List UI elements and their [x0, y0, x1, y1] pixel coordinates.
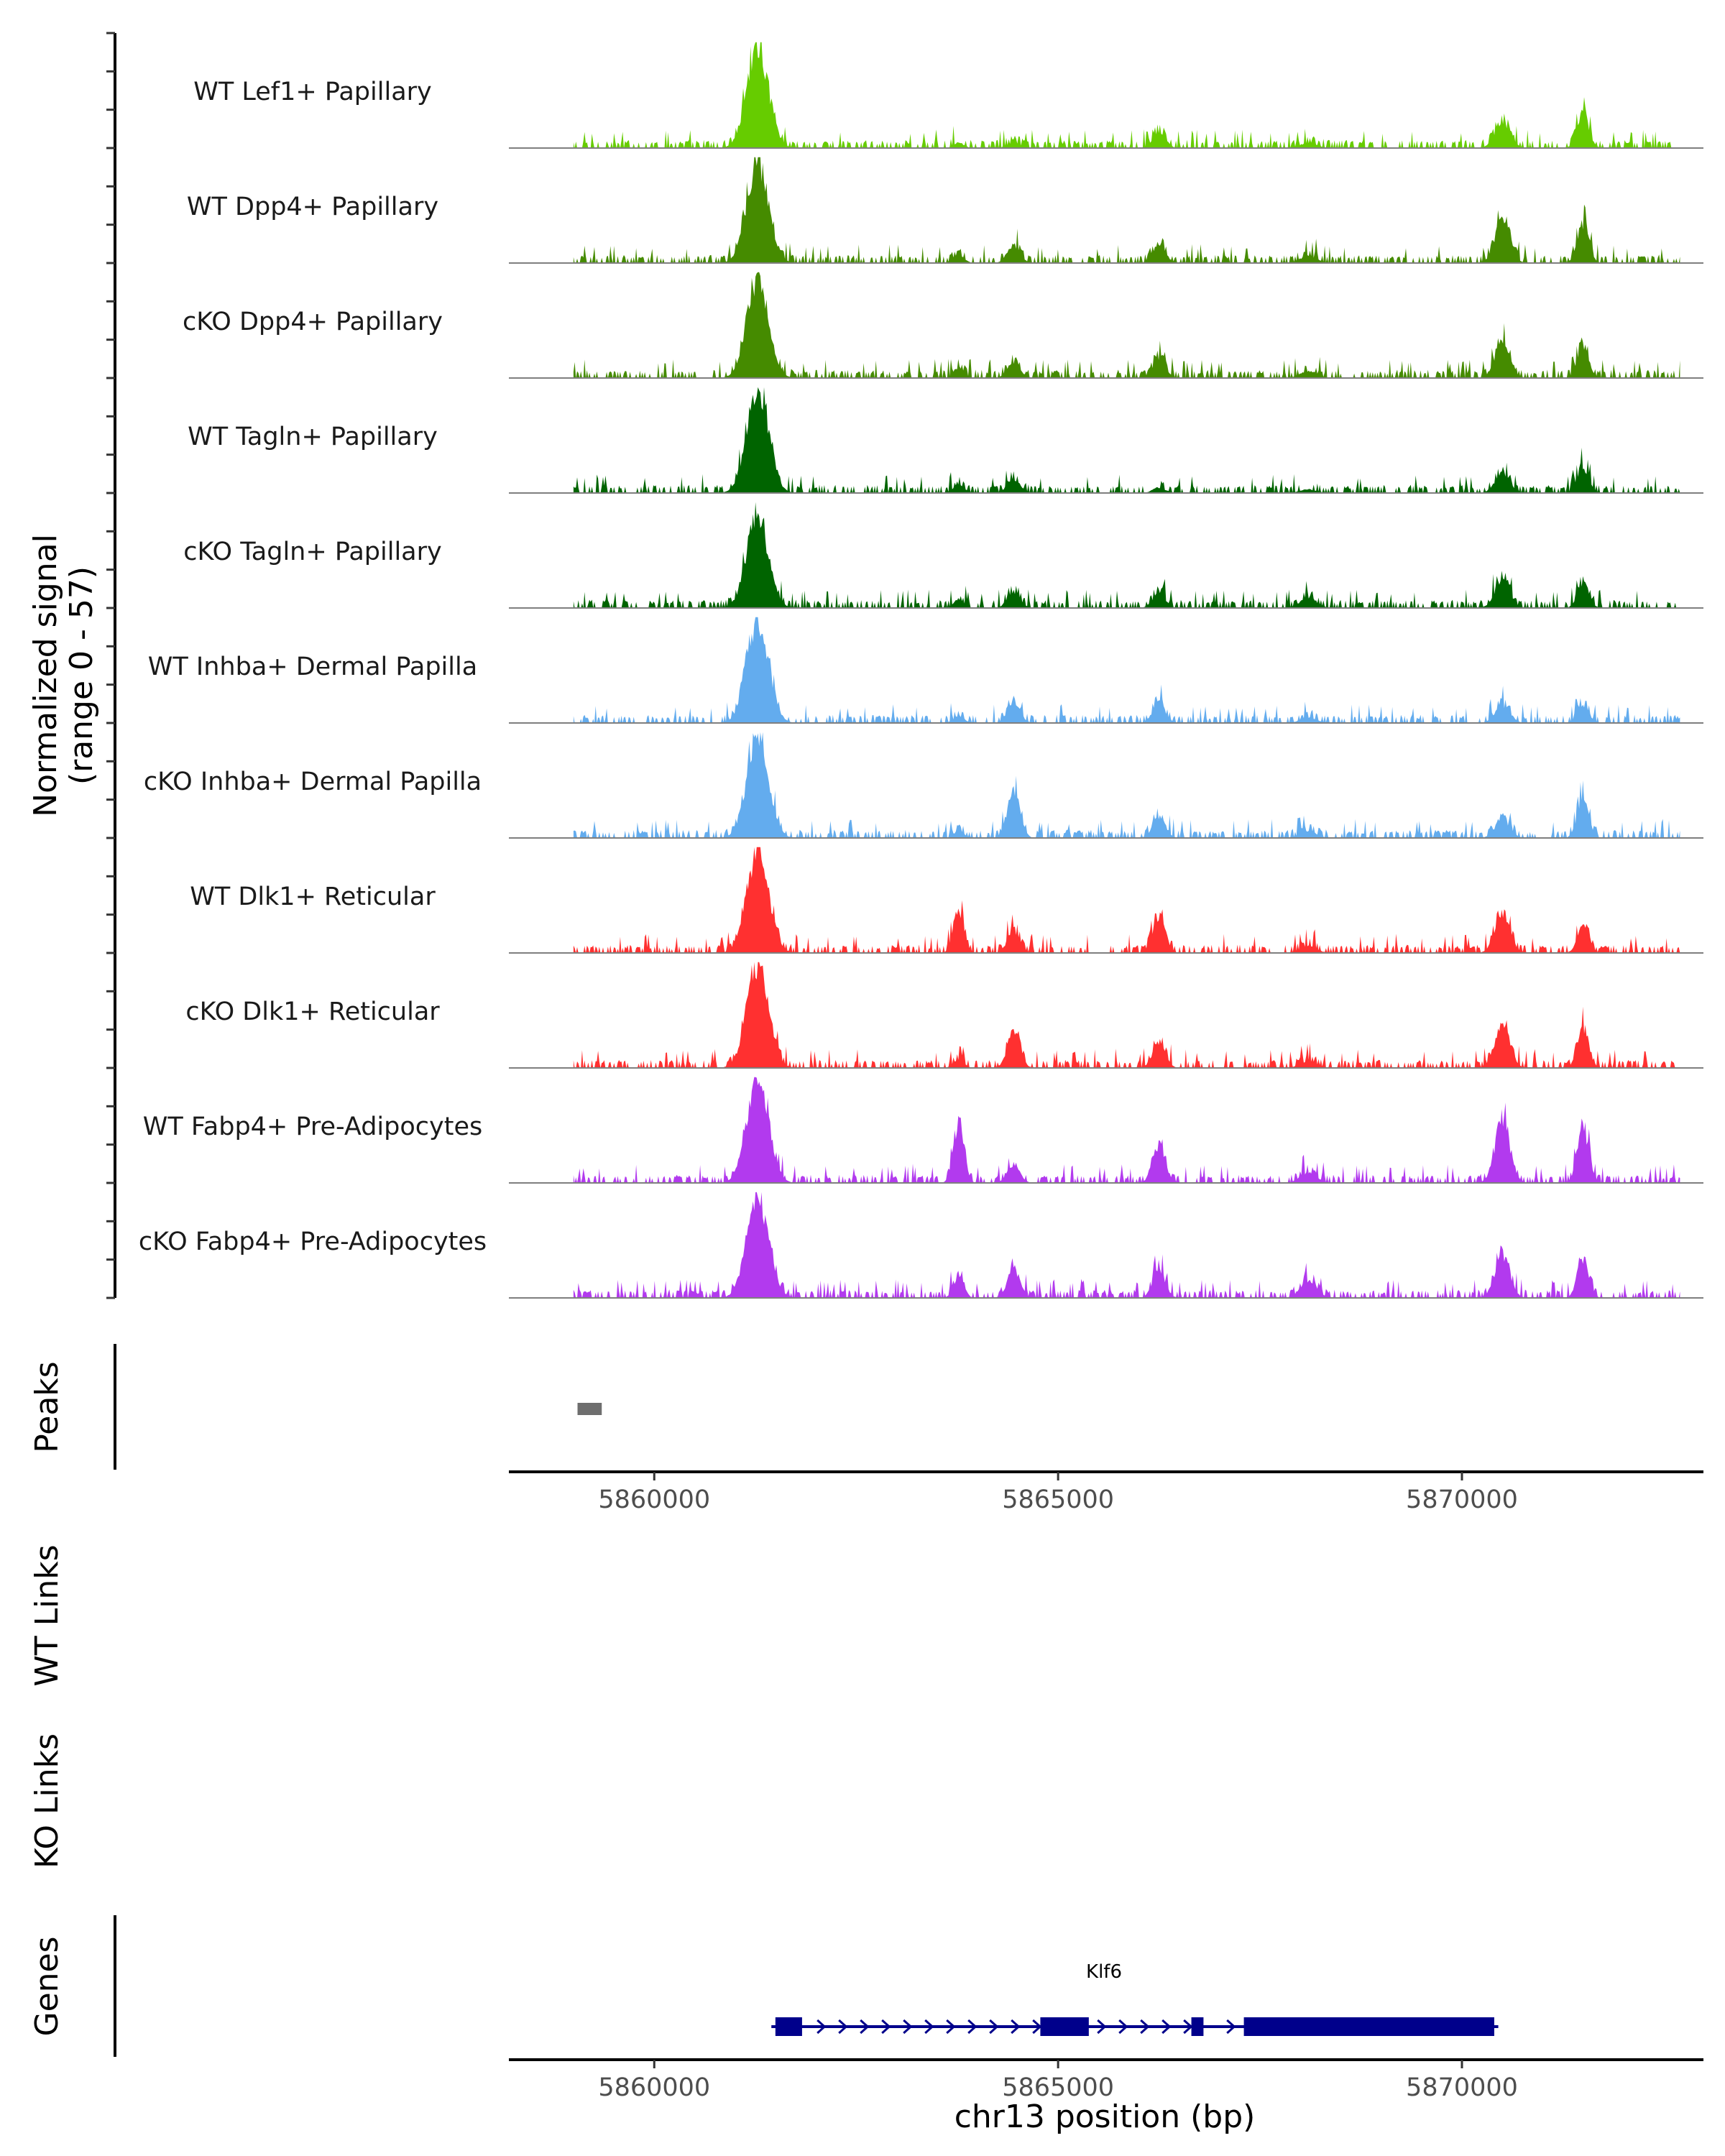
gene-exon	[1040, 2017, 1089, 2036]
strand-arrow	[903, 2019, 913, 2035]
track-label: cKO Dlk1+ Reticular	[185, 998, 440, 1026]
coverage-y-axis-label: Normalized signal	[27, 534, 64, 817]
track-cko-dlk1-reticular: cKO Dlk1+ Reticular	[185, 962, 1703, 1069]
track-cko-dpp4-papillary: cKO Dpp4+ Papillary	[183, 272, 1703, 379]
strand-arrow	[1011, 2019, 1021, 2035]
strand-arrow	[1118, 2019, 1128, 2035]
track-wt-dlk1-reticular: WT Dlk1+ Reticular	[190, 847, 1703, 954]
peak-region	[577, 1403, 602, 1415]
track-cko-tagln-papillary: cKO Tagln+ Papillary	[183, 502, 1703, 609]
strand-arrow	[860, 2019, 870, 2035]
genes-panel: Genes Klf6 5860000 5865000 5870000 chr13 p…	[29, 1915, 1703, 2135]
genes-x-axis-ticks: 5860000 5865000 5870000	[598, 2060, 1518, 2102]
coverage-tracks: WT Lef1+ Papillary WT Dpp4+ Papillary cKO …	[139, 42, 1703, 1299]
gene-model-klf6	[771, 2017, 1499, 2036]
track-wt-inhba-dermal-papilla: WT Inhba+ Dermal Papilla	[148, 617, 1703, 724]
x-tick-label: 5860000	[598, 2073, 710, 2102]
strand-arrow	[967, 2019, 978, 2035]
strand-arrow	[924, 2019, 934, 2035]
track-label: cKO Dpp4+ Papillary	[183, 308, 443, 336]
coverage-panel: WT Lef1+ Papillary WT Dpp4+ Papillary cKO …	[27, 32, 1703, 1299]
ko-links-label: KO Links	[29, 1733, 65, 1869]
x-tick-label: 5865000	[1002, 1485, 1114, 1514]
strand-arrow	[1032, 2019, 1042, 2035]
strand-arrow	[989, 2019, 999, 2035]
genes-track-label: Genes	[29, 1936, 65, 2036]
track-wt-dpp4-papillary: WT Dpp4+ Papillary	[187, 157, 1703, 264]
peaks-x-axis-ticks: 5860000 5865000 5870000	[598, 1472, 1518, 1514]
track-label: WT Fabp4+ Pre-Adipocytes	[143, 1112, 482, 1141]
wt-links-label: WT Links	[29, 1544, 65, 1686]
x-axis-title: chr13 position (bp)	[954, 2099, 1256, 2135]
track-label: WT Lef1+ Papillary	[193, 78, 432, 106]
strand-arrow	[1183, 2019, 1193, 2035]
peak-regions	[577, 1403, 602, 1415]
x-tick-label: 5870000	[1406, 2073, 1518, 2102]
gene-exon	[775, 2017, 802, 2036]
coverage-y-ticks	[106, 32, 115, 1299]
coverage-y-axis-range-label: (range 0 - 57)	[63, 566, 100, 785]
strand-arrow	[946, 2019, 956, 2035]
track-label: cKO Inhba+ Dermal Papilla	[144, 768, 482, 796]
strand-arrow	[1162, 2019, 1172, 2035]
strand-arrow	[816, 2019, 827, 2035]
track-cko-inhba-dermal-papilla: cKO Inhba+ Dermal Papilla	[144, 732, 1703, 839]
track-cko-fabp4-pre-adipocytes: cKO Fabp4+ Pre-Adipocytes	[139, 1192, 1703, 1299]
track-wt-tagln-papillary: WT Tagln+ Papillary	[188, 387, 1703, 494]
track-label: WT Tagln+ Papillary	[188, 423, 438, 451]
x-tick-label: 5860000	[598, 1485, 710, 1514]
track-wt-fabp4-pre-adipocytes: WT Fabp4+ Pre-Adipocytes	[143, 1077, 1703, 1184]
track-label: WT Inhba+ Dermal Papilla	[148, 653, 477, 681]
track-wt-lef1-papillary: WT Lef1+ Papillary	[193, 42, 1703, 149]
track-label: WT Dlk1+ Reticular	[190, 883, 436, 911]
gene-exon	[1191, 2017, 1204, 2036]
strand-arrow	[1097, 2019, 1107, 2035]
x-tick-label: 5870000	[1406, 1485, 1518, 1514]
gene-name-label: Klf6	[1086, 1961, 1122, 1983]
strand-arrow	[838, 2019, 848, 2035]
peaks-track-label: Peaks	[29, 1361, 65, 1452]
track-label: cKO Fabp4+ Pre-Adipocytes	[139, 1227, 487, 1256]
track-label: cKO Tagln+ Papillary	[183, 538, 442, 566]
peaks-panel: Peaks 5860000 5865000 5870000	[29, 1344, 1703, 1514]
strand-arrow	[1140, 2019, 1150, 2035]
gene-exon	[1243, 2017, 1494, 2036]
strand-arrow	[881, 2019, 891, 2035]
track-label: WT Dpp4+ Papillary	[187, 193, 438, 221]
strand-arrow	[1226, 2019, 1236, 2035]
x-tick-label: 5865000	[1002, 2073, 1114, 2102]
